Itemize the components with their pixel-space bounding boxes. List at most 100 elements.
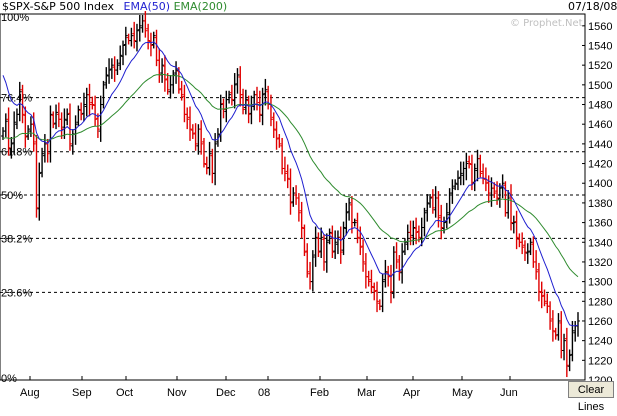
price-bar — [285, 164, 290, 189]
price-bar — [299, 201, 304, 239]
price-bar — [305, 243, 310, 278]
price-bar — [118, 45, 123, 71]
ema50-line — [2, 41, 579, 327]
x-tick-label: Apr — [403, 387, 420, 399]
x-axis: Aug Sep Oct Nov Dec 08 Feb Mar Apr May Jun — [20, 376, 518, 399]
price-bar — [570, 320, 575, 362]
price-bar — [17, 81, 22, 122]
price-bar — [3, 113, 8, 137]
y-tick-label: 1520 — [588, 60, 612, 72]
price-bar — [9, 136, 14, 159]
price-bar — [422, 207, 427, 237]
price-bar — [536, 262, 541, 302]
price-bar — [20, 84, 25, 124]
price-bar — [93, 95, 98, 127]
price-bar — [229, 84, 234, 106]
price-bar — [143, 11, 148, 38]
y-tick-label: 1540 — [588, 40, 612, 52]
price-bar — [190, 124, 195, 139]
y-tick-label: 1500 — [588, 80, 612, 92]
x-tick-label: Aug — [20, 387, 40, 399]
price-bar — [215, 128, 220, 147]
price-bar — [34, 135, 39, 218]
price-bar — [520, 232, 525, 255]
price-bar — [425, 194, 430, 222]
price-bar — [146, 23, 151, 50]
price-bar — [235, 68, 240, 94]
price-bar — [338, 226, 343, 264]
price-bar — [134, 23, 139, 52]
price-bar — [277, 134, 282, 148]
price-bar — [455, 170, 460, 191]
price-bar — [450, 179, 455, 204]
price-bar — [148, 32, 153, 57]
price-bar — [319, 227, 324, 258]
price-bar — [511, 215, 516, 234]
x-tick-label: Oct — [116, 387, 133, 399]
price-bar — [37, 162, 42, 221]
price-bar — [90, 96, 95, 110]
price-bar — [151, 31, 156, 49]
price-bar — [467, 155, 472, 169]
ema200-label[interactable]: EMA(200) — [173, 0, 228, 13]
price-bar — [104, 67, 109, 89]
chart-date: 07/18/08 — [568, 0, 617, 13]
ema200-line — [2, 73, 579, 278]
watermark: © Prophet.Net — [510, 18, 583, 29]
price-bar — [486, 175, 491, 203]
price-chart: 100%76.4%61.8%50%38.2%23.6%0% 1200122012… — [0, 11, 612, 399]
price-bar — [95, 113, 100, 138]
y-tick-label: 1260 — [588, 316, 612, 328]
fib-label: 100% — [1, 12, 29, 24]
price-bar — [121, 40, 126, 66]
fib-label: 50% — [1, 190, 23, 202]
price-bar — [260, 87, 265, 126]
y-tick-label: 1480 — [588, 100, 612, 112]
y-tick-label: 1320 — [588, 257, 612, 269]
price-bar — [271, 112, 276, 138]
price-bar — [246, 95, 251, 124]
price-bar — [201, 137, 206, 168]
x-tick-label: Dec — [216, 387, 236, 399]
x-tick-label: Sep — [72, 387, 92, 399]
price-bar — [386, 265, 391, 287]
price-bar — [497, 183, 502, 208]
price-bar — [525, 243, 530, 264]
price-bar — [430, 189, 435, 214]
fib-label: 76.4% — [1, 93, 32, 105]
y-tick-label: 1360 — [588, 218, 612, 230]
price-bar — [232, 73, 237, 109]
y-tick-label: 1460 — [588, 119, 612, 131]
price-bar — [411, 220, 416, 246]
price-bar — [380, 273, 385, 313]
fib-label: 61.8% — [1, 147, 32, 159]
clear-lines-button[interactable]: Clear Lines — [568, 381, 614, 413]
price-bar — [188, 106, 193, 141]
price-bar — [165, 73, 170, 95]
price-bar — [495, 181, 500, 205]
ema50-label[interactable]: EMA(50) — [123, 0, 171, 13]
y-tick-label: 1340 — [588, 237, 612, 249]
price-bar — [6, 107, 11, 156]
fibonacci-levels: 100% 76.4% 61.8% 50% 38.2% 23.6% 0% — [0, 12, 585, 385]
symbol-label[interactable]: $SPX-S&P 500 Index — [2, 0, 115, 13]
price-bar — [26, 125, 31, 140]
price-bar — [534, 250, 539, 280]
price-bar — [464, 152, 469, 181]
price-bar — [344, 202, 349, 236]
price-bar — [185, 107, 190, 130]
price-bar — [478, 154, 483, 178]
price-bar — [137, 14, 142, 42]
price-bar — [428, 194, 433, 208]
price-bar — [193, 123, 198, 151]
price-bar — [316, 232, 321, 258]
price-bar — [514, 210, 519, 250]
price-bar — [394, 242, 399, 269]
price-bar — [115, 59, 120, 75]
y-tick-label: 1280 — [588, 296, 612, 308]
price-bar — [355, 212, 360, 244]
price-bar — [372, 282, 377, 301]
price-bar — [263, 78, 268, 106]
price-bar — [48, 105, 53, 163]
y-tick-label: 1220 — [588, 355, 612, 367]
